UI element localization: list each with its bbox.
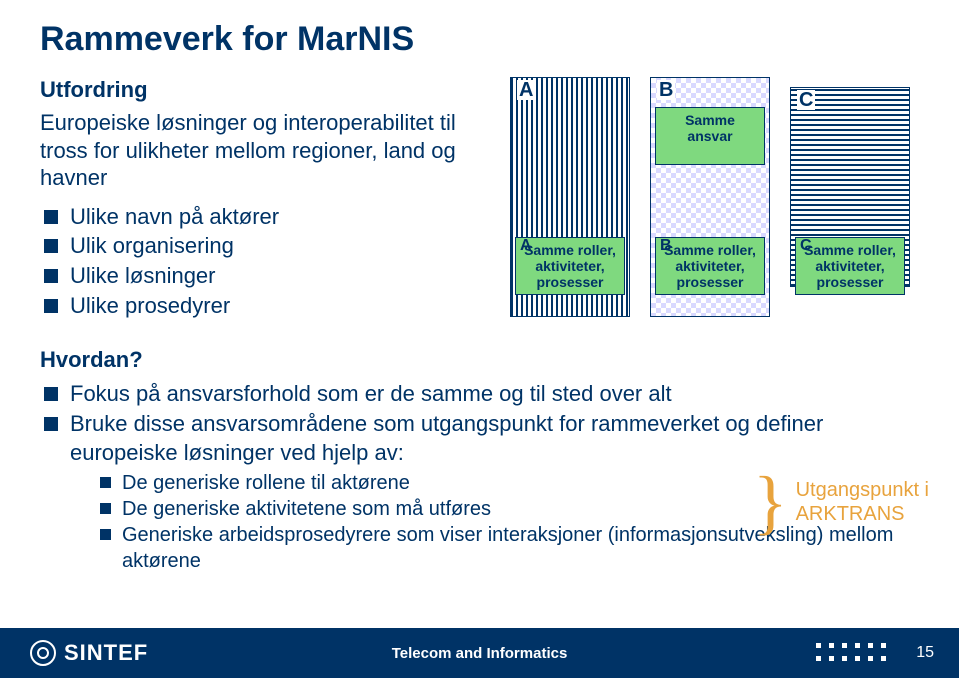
list-item: Ulik organisering	[44, 231, 500, 261]
list-item: Ulike løsninger	[44, 261, 500, 291]
callout-text: Utgangspunkt i ARKTRANS	[796, 478, 929, 526]
inner-box-label: Samme roller, aktiviteter, prosesser	[664, 242, 756, 290]
list-item: Ulike prosedyrer	[44, 291, 500, 321]
sintef-logo: SINTEF	[30, 640, 148, 666]
utfordring-heading: Utfordring	[40, 77, 500, 103]
logo-circle-icon	[30, 640, 56, 666]
col-letter: C	[797, 90, 815, 110]
inner-box-c: C Samme roller, aktiviteter, prosesser	[795, 237, 905, 295]
inner-box-b: B Samme roller, aktiviteter, prosesser	[655, 237, 765, 295]
content-row: Utfordring Europeiske løsninger og inter…	[40, 77, 919, 337]
left-column: Utfordring Europeiske løsninger og inter…	[40, 77, 500, 337]
footer-dots-icon	[816, 643, 889, 664]
slide-title: Rammeverk for MarNIS	[40, 20, 919, 59]
logo-inner-icon	[37, 647, 49, 659]
inner-box-a: A Samme roller, aktiviteter, prosesser	[515, 237, 625, 295]
footer-center-text: Telecom and Informatics	[392, 645, 568, 662]
inner-box-label: Samme roller, aktiviteter, prosesser	[524, 242, 616, 290]
inner-letter: B	[660, 237, 672, 255]
callout-line: ARKTRANS	[796, 503, 905, 525]
brace-icon: }	[753, 470, 788, 535]
page-number: 15	[916, 644, 934, 662]
inner-letter: C	[800, 237, 812, 255]
brace-callout: } Utgangspunkt i ARKTRANS	[753, 470, 929, 535]
same-ansvar-label: Sammeansvar	[685, 112, 735, 144]
col-letter: A	[517, 80, 535, 100]
same-ansvar-box: Sammeansvar	[655, 107, 765, 165]
list-item: Ulike navn på aktører	[44, 202, 500, 232]
col-letter: B	[657, 80, 675, 100]
footer-bar: SINTEF Telecom and Informatics 15	[0, 628, 959, 678]
utfordring-bullets: Ulike navn på aktører Ulik organisering …	[44, 202, 500, 321]
callout-line: Utgangspunkt i	[796, 479, 929, 501]
list-item: Fokus på ansvarsforhold som er de samme …	[44, 379, 919, 409]
diagram: A B Sammeansvar C A Samme roller, aktivi…	[510, 77, 919, 337]
inner-box-label: Samme roller, aktiviteter, prosesser	[804, 242, 896, 290]
list-item-text: Bruke disse ansvarsområdene som utgangsp…	[70, 411, 823, 466]
logo-text: SINTEF	[64, 640, 148, 666]
utfordring-intro: Europeiske løsninger og interoperabilite…	[40, 109, 500, 192]
inner-letter: A	[520, 237, 532, 255]
hvordan-heading: Hvordan?	[40, 347, 919, 373]
